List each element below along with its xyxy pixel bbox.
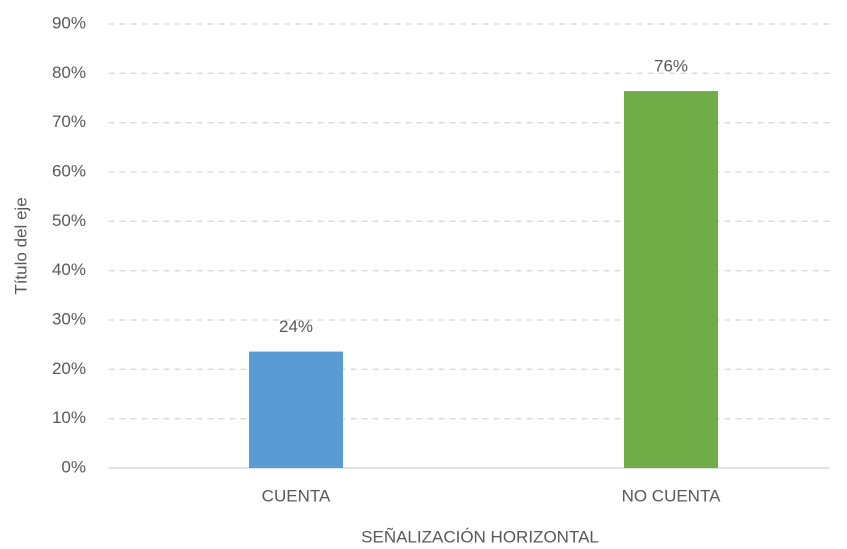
y-tick-label: 0% [61, 457, 86, 476]
y-tick-label: 60% [52, 161, 86, 180]
y-tick-label: 20% [52, 359, 86, 378]
y-tick-label: 10% [52, 408, 86, 427]
data-label: 24% [279, 317, 313, 336]
y-tick-label: 50% [52, 211, 86, 230]
y-tick-label: 80% [52, 63, 86, 82]
x-tick-label: NO CUENTA [622, 486, 722, 505]
bar [624, 91, 718, 469]
y-tick-label: 90% [52, 13, 86, 32]
y-tick-label: 70% [52, 112, 86, 131]
data-label: 76% [654, 57, 688, 76]
bar [249, 351, 343, 468]
y-tick-label: 40% [52, 260, 86, 279]
y-tick-label: 30% [52, 309, 86, 328]
y-axis-title: Título del eje [11, 197, 30, 294]
x-axis-title: SEÑALIZACIÓN HORIZONTAL [361, 527, 599, 546]
x-tick-label: CUENTA [262, 486, 331, 505]
